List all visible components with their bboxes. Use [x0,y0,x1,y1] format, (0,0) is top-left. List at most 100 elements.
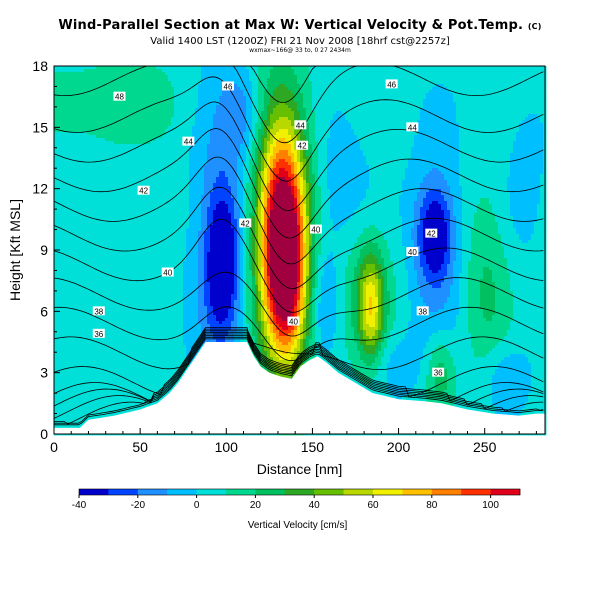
velocity-cell [339,93,343,97]
velocity-cell [531,147,535,151]
velocity-cell [378,81,382,85]
velocity-cell [276,102,280,106]
velocity-cell [114,114,118,118]
velocity-cell [135,81,139,85]
velocity-cell [219,123,223,127]
velocity-cell [333,66,337,70]
velocity-cell [333,138,337,142]
velocity-cell [117,102,121,106]
velocity-cell [465,141,469,145]
velocity-cell [261,108,265,112]
velocity-cell [270,81,274,85]
velocity-cell [120,114,124,118]
velocity-cell [189,117,193,121]
velocity-cell [63,147,67,151]
velocity-cell [162,108,166,112]
velocity-cell [222,120,226,124]
velocity-cell [267,150,271,154]
velocity-cell [531,123,535,127]
velocity-cell [324,153,328,157]
velocity-cell [378,126,382,130]
velocity-cell [171,135,175,139]
velocity-cell [75,69,79,73]
velocity-cell [87,81,91,85]
velocity-cell [462,66,466,70]
velocity-cell [474,120,478,124]
velocity-cell [486,69,490,73]
velocity-cell [240,120,244,124]
velocity-cell [420,135,424,139]
velocity-cell [537,147,541,151]
velocity-cell [174,153,178,157]
velocity-cell [120,99,124,103]
velocity-cell [372,117,376,121]
velocity-cell [213,96,217,100]
velocity-cell [324,138,328,142]
velocity-cell [360,90,364,94]
velocity-cell [453,150,457,154]
velocity-cell [486,72,490,76]
velocity-cell [258,117,262,121]
velocity-cell [138,99,142,103]
velocity-cell [225,75,229,79]
velocity-cell [516,90,520,94]
velocity-cell [126,81,130,85]
velocity-cell [189,90,193,94]
velocity-cell [534,105,538,109]
velocity-cell [246,156,250,160]
velocity-cell [432,105,436,109]
velocity-cell [531,93,535,97]
velocity-cell [462,108,466,112]
velocity-cell [522,96,526,100]
velocity-cell [255,102,259,106]
velocity-cell [489,120,493,124]
velocity-cell [72,72,76,76]
velocity-cell [165,93,169,97]
velocity-cell [180,126,184,130]
velocity-cell [519,111,523,115]
velocity-cell [252,114,256,118]
velocity-cell [270,75,274,79]
velocity-cell [192,69,196,73]
velocity-cell [120,135,124,139]
velocity-cell [312,78,316,82]
velocity-cell [225,72,229,76]
velocity-cell [390,87,394,91]
velocity-cell [231,72,235,76]
velocity-cell [510,111,514,115]
velocity-cell [255,129,259,133]
velocity-cell [474,90,478,94]
velocity-cell [138,87,142,91]
velocity-cell [315,66,319,70]
velocity-cell [402,135,406,139]
velocity-cell [306,72,310,76]
velocity-cell [267,156,271,160]
velocity-cell [288,108,292,112]
velocity-cell [354,93,358,97]
velocity-cell [483,102,487,106]
velocity-cell [345,84,349,88]
velocity-cell [75,132,79,136]
velocity-cell [249,135,253,139]
velocity-cell [129,75,133,79]
velocity-cell [468,129,472,133]
velocity-cell [144,147,148,151]
velocity-cell [174,93,178,97]
velocity-cell [273,141,277,145]
velocity-cell [426,144,430,148]
velocity-cell [237,93,241,97]
velocity-cell [510,90,514,94]
velocity-cell [402,99,406,103]
velocity-cell [516,93,520,97]
velocity-cell [432,93,436,97]
velocity-cell [141,99,145,103]
velocity-cell [105,132,109,136]
velocity-cell [318,66,322,70]
velocity-cell [135,90,139,94]
velocity-cell [540,105,544,109]
velocity-cell [111,120,115,124]
velocity-cell [525,123,529,127]
velocity-cell [450,69,454,73]
velocity-cell [501,75,505,79]
velocity-cell [54,123,58,127]
